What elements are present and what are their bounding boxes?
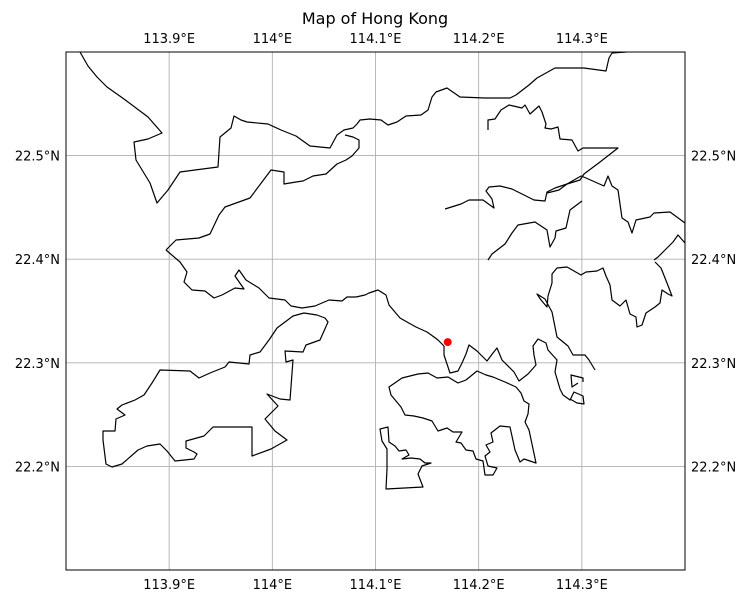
coastline-northeast	[487, 52, 627, 194]
lat-tick-label-right: 22.3°N	[691, 357, 736, 372]
coastline-northwest	[79, 52, 517, 204]
lon-tick-label-bottom: 114°E	[253, 578, 293, 593]
lon-tick-label-bottom: 113.9°E	[143, 578, 195, 593]
coastline-kowloon-east	[443, 261, 673, 405]
lon-tick-label-top: 113.9°E	[143, 32, 195, 47]
location-marker	[443, 338, 452, 347]
coastline-sai-kung-north	[444, 175, 685, 261]
gridlines	[66, 52, 685, 570]
lat-tick-label-right: 22.4°N	[691, 253, 736, 268]
coastlines	[79, 52, 685, 490]
coastline-kowloon-north	[165, 249, 445, 347]
coastline-hong-kong-island	[388, 370, 537, 476]
coastline-tolo	[165, 134, 360, 251]
lon-tick-label-bottom: 114.3°E	[556, 578, 608, 593]
axis-tick-labels: 113.9°E 113.9°E 114°E 114°E 114.1°E 114.1°E 11…	[15, 32, 736, 593]
lon-tick-label-top: 114.1°E	[350, 32, 402, 47]
lon-tick-label-bottom: 114.1°E	[350, 578, 402, 593]
lat-tick-label-left: 22.5°N	[15, 150, 60, 165]
map-title: Map of Hong Kong	[302, 9, 448, 28]
lon-tick-label-bottom: 114.2°E	[453, 578, 505, 593]
coastline-lantau	[102, 312, 329, 468]
lat-tick-label-left: 22.3°N	[15, 357, 60, 372]
lat-tick-label-left: 22.2°N	[15, 460, 60, 475]
coastline-outlying-island	[379, 426, 432, 490]
plot-frame	[65, 51, 686, 571]
lat-tick-label-left: 22.4°N	[15, 253, 60, 268]
lon-tick-label-top: 114°E	[253, 32, 293, 47]
coastline-sai-kung-lower	[487, 200, 583, 261]
lon-tick-label-top: 114.2°E	[453, 32, 505, 47]
lat-tick-label-right: 22.2°N	[691, 460, 736, 475]
lat-tick-label-right: 22.5°N	[691, 150, 736, 165]
lon-tick-label-top: 114.3°E	[556, 32, 608, 47]
